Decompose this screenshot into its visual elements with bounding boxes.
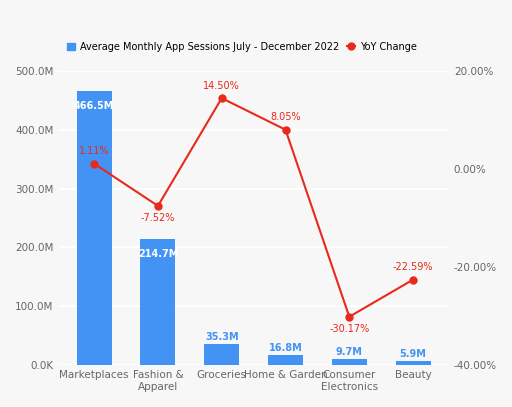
Text: 35.3M: 35.3M: [205, 332, 239, 342]
Text: 214.7M: 214.7M: [138, 249, 178, 259]
Text: -30.17%: -30.17%: [329, 324, 370, 334]
Bar: [204, 344, 239, 365]
Bar: [268, 355, 303, 365]
Text: -7.52%: -7.52%: [141, 213, 175, 223]
Bar: [140, 239, 176, 365]
Text: 8.05%: 8.05%: [270, 112, 301, 123]
Text: 14.50%: 14.50%: [203, 81, 240, 91]
Text: 16.8M: 16.8M: [269, 343, 303, 352]
Text: 466.5M: 466.5M: [74, 101, 114, 112]
Legend: Average Monthly App Sessions July - December 2022, YoY Change: Average Monthly App Sessions July - Dece…: [63, 38, 420, 56]
Text: -22.59%: -22.59%: [393, 262, 433, 272]
Text: 1.11%: 1.11%: [79, 147, 110, 156]
Bar: [332, 359, 367, 365]
Text: 5.9M: 5.9M: [400, 349, 426, 359]
Bar: [396, 361, 431, 365]
Bar: [77, 91, 112, 365]
Text: 9.7M: 9.7M: [336, 347, 362, 357]
